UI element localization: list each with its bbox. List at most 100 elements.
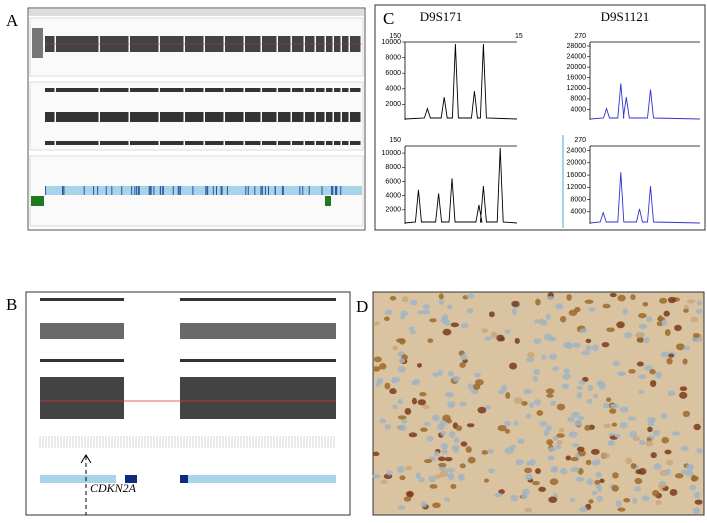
cell [521,493,528,500]
cell [513,420,519,426]
cell [550,468,558,473]
baf-band [45,112,55,122]
cell [628,369,636,374]
cell [481,450,489,455]
baf-band [160,141,184,145]
baf-band [130,88,159,92]
cell [674,324,682,332]
cell [379,363,387,370]
segment-mark [261,186,263,195]
panel-b [25,291,351,516]
cell [595,459,601,465]
cell [695,308,703,314]
cell [488,311,495,318]
cell [558,427,565,433]
cell [614,433,621,438]
cell [459,463,466,469]
cell [514,337,520,344]
loss-block [31,196,44,206]
segment-mark [299,186,301,195]
cell [647,417,656,423]
cell [638,312,647,319]
cell [669,489,678,496]
cell [535,298,541,306]
cell [399,475,406,481]
baf-band [350,112,361,122]
segment-mark [247,186,249,195]
cell [438,462,447,468]
cell [433,451,440,457]
cell [397,505,406,510]
cell [584,424,591,431]
cell [681,469,687,475]
cell [466,423,475,428]
cell [372,474,381,479]
cell [524,508,533,513]
cell [664,329,671,336]
cell [397,366,407,373]
y-tick-label: 6000 [385,70,401,77]
cell [460,441,468,447]
cell [550,400,557,407]
cell [674,473,684,479]
cell [465,446,472,453]
cell [536,410,544,416]
cell [609,408,617,414]
cell [617,507,626,512]
cell [652,489,660,497]
cell [623,497,631,503]
cell [444,457,453,462]
cell [661,436,670,444]
cell [579,506,588,513]
cell [586,478,594,486]
cell [671,431,680,436]
cell [521,400,528,406]
cell [569,498,576,503]
baf-band [205,88,224,92]
cell [525,473,533,481]
baf-band [185,112,204,122]
cell [602,303,611,309]
segment-mark [215,186,217,195]
cell [420,501,428,508]
segment-mark [134,186,136,195]
y-tick-label: 8000 [385,54,401,61]
cell [373,356,382,363]
cell [556,433,565,438]
cell [638,440,646,446]
cell [404,408,412,415]
cell [397,398,403,405]
cell [460,353,468,361]
cell [477,406,487,414]
top-label: 270 [574,137,586,144]
cell [450,483,457,489]
cell [392,377,401,383]
cell [466,293,475,299]
baf-band [185,141,204,145]
cell [442,328,452,336]
cell [566,342,573,350]
cell [443,497,451,502]
baf-band [56,141,99,145]
cell [660,351,670,358]
cell [376,377,384,385]
segment-mark [221,186,223,195]
cell [661,413,668,420]
cell [400,310,409,317]
cell [692,507,701,515]
cell [412,378,420,386]
cell [466,308,474,314]
cell [548,496,558,504]
segment-mark [137,186,139,195]
cell [384,382,391,390]
cell [659,297,668,304]
cell [588,499,594,504]
cell [422,404,430,410]
cell [603,423,612,429]
segment-mark [45,186,47,195]
segment-mark [281,186,283,195]
cell [585,459,592,466]
cell [643,365,653,371]
cell [571,411,580,418]
